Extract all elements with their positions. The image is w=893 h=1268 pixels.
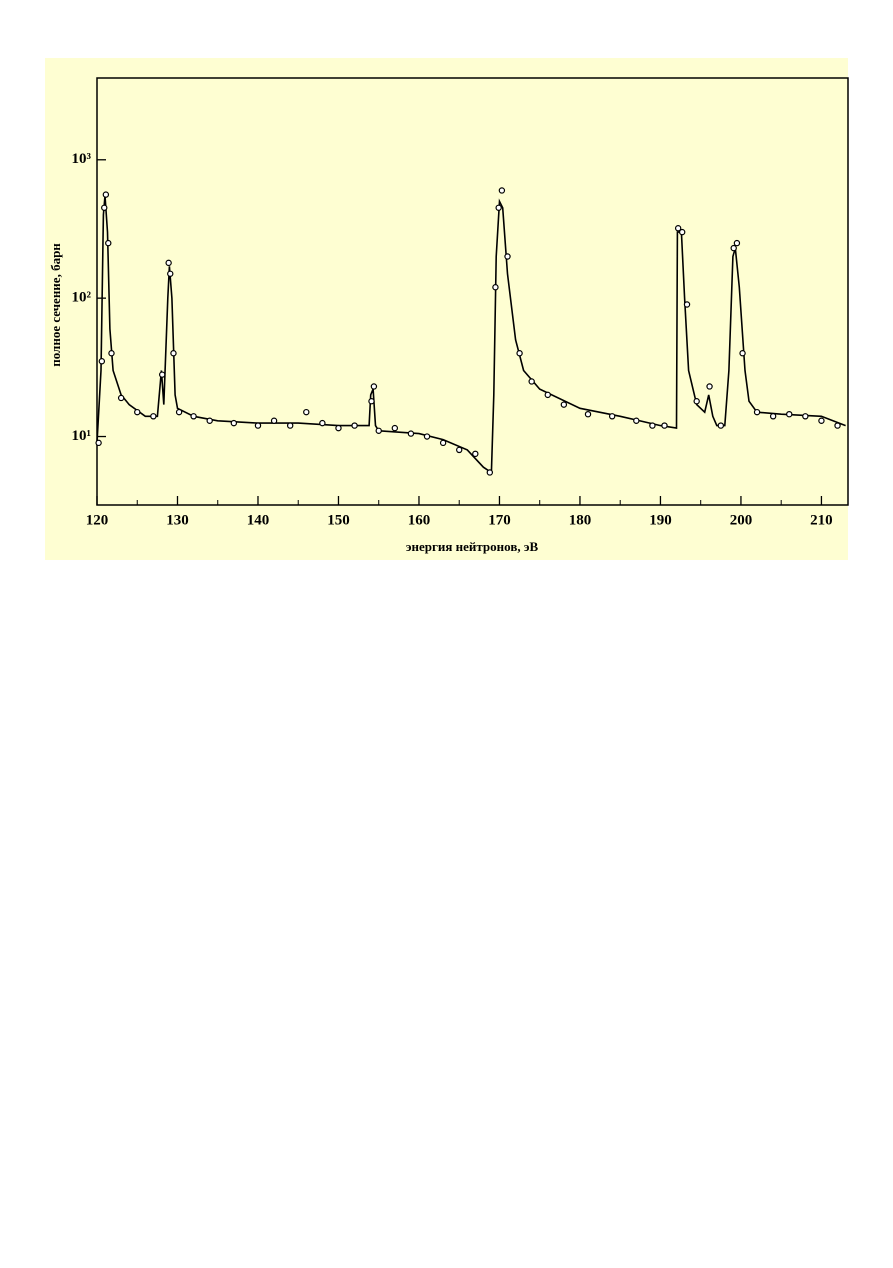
data-point xyxy=(516,350,523,357)
x-tick-label: 200 xyxy=(730,512,753,528)
data-point xyxy=(175,408,183,416)
data-point xyxy=(769,413,777,420)
data-point xyxy=(167,270,174,277)
data-point xyxy=(544,391,551,399)
x-tick-label: 150 xyxy=(327,512,350,528)
x-axis-label: энергия нейтронов, эВ xyxy=(406,539,539,554)
data-point xyxy=(683,301,691,308)
data-point xyxy=(206,417,213,424)
x-tick-label: 130 xyxy=(166,512,189,528)
data-point xyxy=(335,424,342,432)
x-tick-label: 160 xyxy=(408,512,431,528)
chart-background xyxy=(45,58,848,560)
data-point xyxy=(303,408,310,416)
data-point xyxy=(802,413,809,420)
data-point xyxy=(492,284,499,291)
x-tick-label: 120 xyxy=(86,512,109,528)
data-point xyxy=(584,410,592,418)
data-point xyxy=(101,204,108,211)
data-point xyxy=(391,424,399,432)
data-point xyxy=(102,191,110,198)
data-point xyxy=(678,228,686,236)
data-point xyxy=(95,439,102,447)
x-tick-label: 170 xyxy=(488,512,511,528)
y-axis-label: полное сечение, барн xyxy=(48,243,63,367)
data-point xyxy=(370,383,378,390)
x-tick-label: 180 xyxy=(569,512,592,528)
data-point xyxy=(706,383,713,390)
y-tick-label: 10³ xyxy=(72,151,92,167)
data-point xyxy=(105,239,112,247)
x-tick-label: 140 xyxy=(247,512,270,528)
data-point xyxy=(423,433,431,440)
data-point xyxy=(375,427,382,434)
data-point xyxy=(733,239,741,247)
data-point xyxy=(170,350,177,357)
data-point xyxy=(693,398,700,405)
data-point xyxy=(528,378,535,385)
data-point xyxy=(472,450,479,458)
data-point xyxy=(98,358,106,365)
data-point xyxy=(351,422,358,429)
data-point xyxy=(786,410,793,418)
data-point xyxy=(498,187,506,194)
data-point xyxy=(407,430,415,437)
data-point xyxy=(661,422,668,429)
data-point xyxy=(739,350,746,357)
data-point xyxy=(158,371,166,378)
data-point xyxy=(150,413,157,420)
data-point xyxy=(834,422,841,429)
y-tick-label: 10² xyxy=(72,290,92,306)
data-point xyxy=(495,204,502,211)
data-point xyxy=(108,350,115,357)
data-point xyxy=(230,419,238,427)
data-point xyxy=(649,422,656,429)
data-point xyxy=(254,422,262,429)
data-point xyxy=(730,244,737,252)
data-point xyxy=(504,253,511,260)
data-point xyxy=(165,259,172,267)
data-point xyxy=(560,401,568,408)
data-point xyxy=(319,419,326,427)
x-tick-label: 190 xyxy=(649,512,672,528)
plot-frame xyxy=(96,77,849,506)
data-point xyxy=(439,439,447,447)
x-tick-label: 210 xyxy=(810,512,833,528)
data-point xyxy=(134,408,141,416)
data-point xyxy=(456,446,463,454)
data-point xyxy=(674,225,682,232)
data-point xyxy=(190,413,197,420)
data-point xyxy=(368,398,375,405)
data-point xyxy=(717,422,725,429)
data-point xyxy=(486,469,494,476)
y-tick-label: 10¹ xyxy=(72,428,92,444)
data-point xyxy=(818,417,825,424)
data-point xyxy=(608,413,616,420)
data-point xyxy=(633,417,640,424)
data-point xyxy=(117,394,125,402)
data-point xyxy=(286,422,294,429)
data-point xyxy=(270,417,278,424)
data-point xyxy=(753,408,761,416)
